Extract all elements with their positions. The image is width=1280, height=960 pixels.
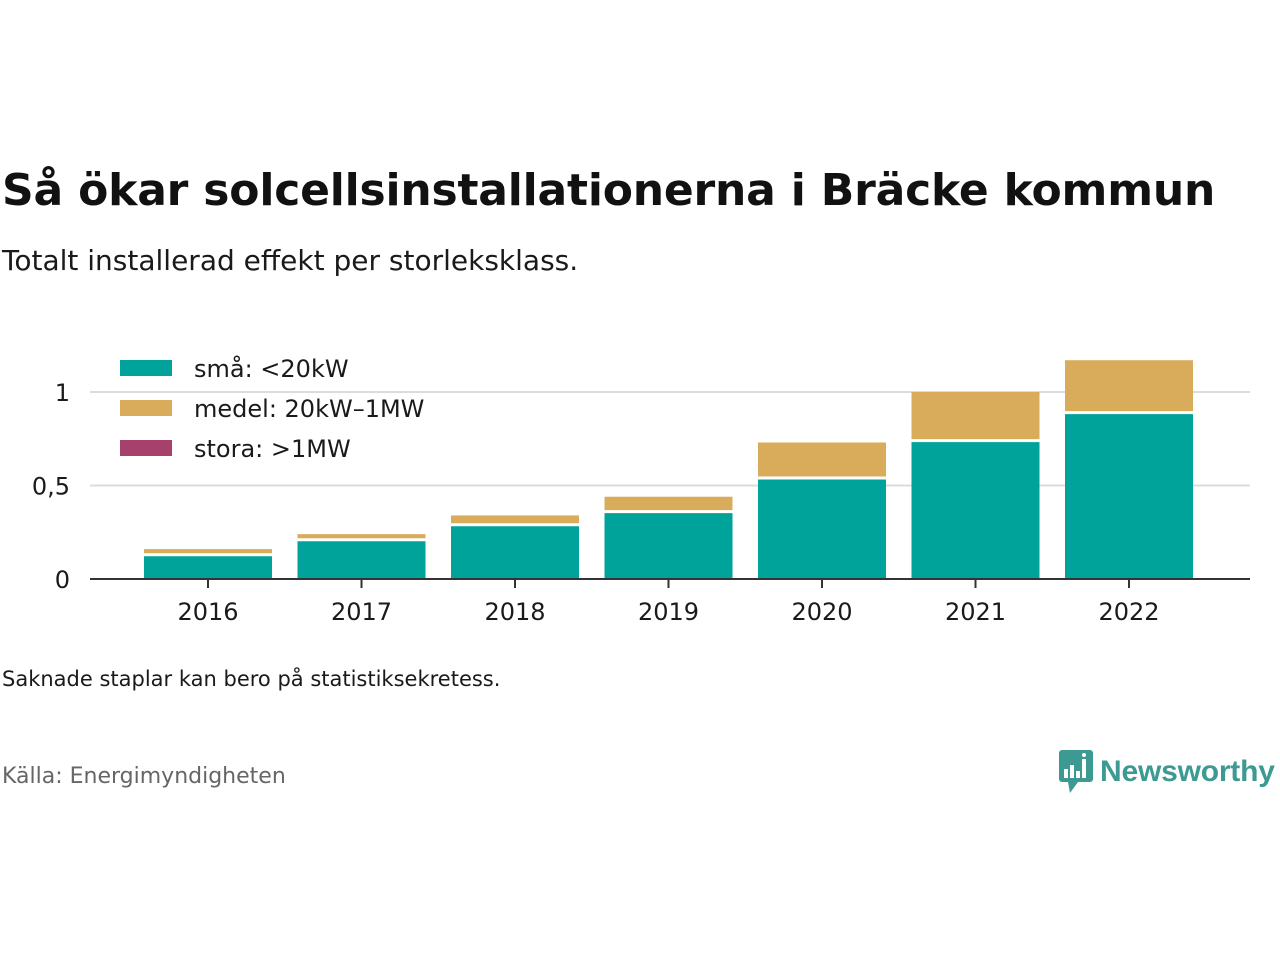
bar-medium-2020 <box>758 442 886 479</box>
brand-name: Newsworthy <box>1100 755 1275 788</box>
y-tick-label: 1 <box>55 379 70 407</box>
axes: 0 0,5 1 2016 2017 2018 2019 2020 2021 2022 <box>32 379 1250 626</box>
x-tick-label: 2020 <box>791 598 852 626</box>
bar-series <box>144 360 1193 579</box>
bar-small-2020 <box>758 478 886 579</box>
bar-medium-2018 <box>451 515 579 525</box>
bar-medium-2017 <box>297 534 426 540</box>
legend: små: <20kW medel: 20kW–1MW stora: >1MW <box>120 354 424 463</box>
bar-small-2022 <box>1065 412 1193 579</box>
x-tick-label: 2018 <box>484 598 545 626</box>
bar-small-2019 <box>604 511 733 579</box>
x-tick-label: 2016 <box>177 598 238 626</box>
bar-medium-2021 <box>911 392 1040 441</box>
y-gridlines <box>90 391 1250 487</box>
bar-small-2018 <box>451 524 579 579</box>
bar-small-2017 <box>297 539 426 579</box>
legend-label: små: <20kW <box>194 354 349 383</box>
x-tick-label: 2022 <box>1098 598 1159 626</box>
legend-swatch <box>120 400 172 416</box>
footnote: Saknade staplar kan bero på statistiksek… <box>2 667 501 691</box>
x-tick-label: 2017 <box>331 598 392 626</box>
bar-small-2021 <box>911 440 1040 579</box>
source-credit: Källa: Energimyndigheten <box>2 764 286 789</box>
x-tick-label: 2021 <box>945 598 1006 626</box>
y-tick-label: 0,5 <box>32 473 70 501</box>
bar-small-2016 <box>144 554 272 579</box>
y-tick-label: 0 <box>55 566 70 594</box>
bar-medium-2019 <box>604 496 733 512</box>
x-tick-label: 2019 <box>638 598 699 626</box>
legend-label: stora: >1MW <box>194 435 351 463</box>
bar-chart-speech-bubble-icon <box>1059 750 1093 793</box>
legend-swatch <box>120 360 172 376</box>
brand-logo: Newsworthy <box>1058 748 1275 796</box>
legend-label: medel: 20kW–1MW <box>194 395 424 423</box>
chart-title: Så ökar solcellsinstallationerna i Bräck… <box>2 165 1216 216</box>
bar-medium-2016 <box>144 549 272 555</box>
stacked-bar-chart: 0 0,5 1 2016 2017 2018 2019 2020 2021 2022 små: <… <box>32 354 1250 626</box>
bar-medium-2022 <box>1065 360 1193 413</box>
legend-swatch <box>120 440 172 456</box>
chart-subtitle: Totalt installerad effekt per storlekskl… <box>2 244 579 277</box>
